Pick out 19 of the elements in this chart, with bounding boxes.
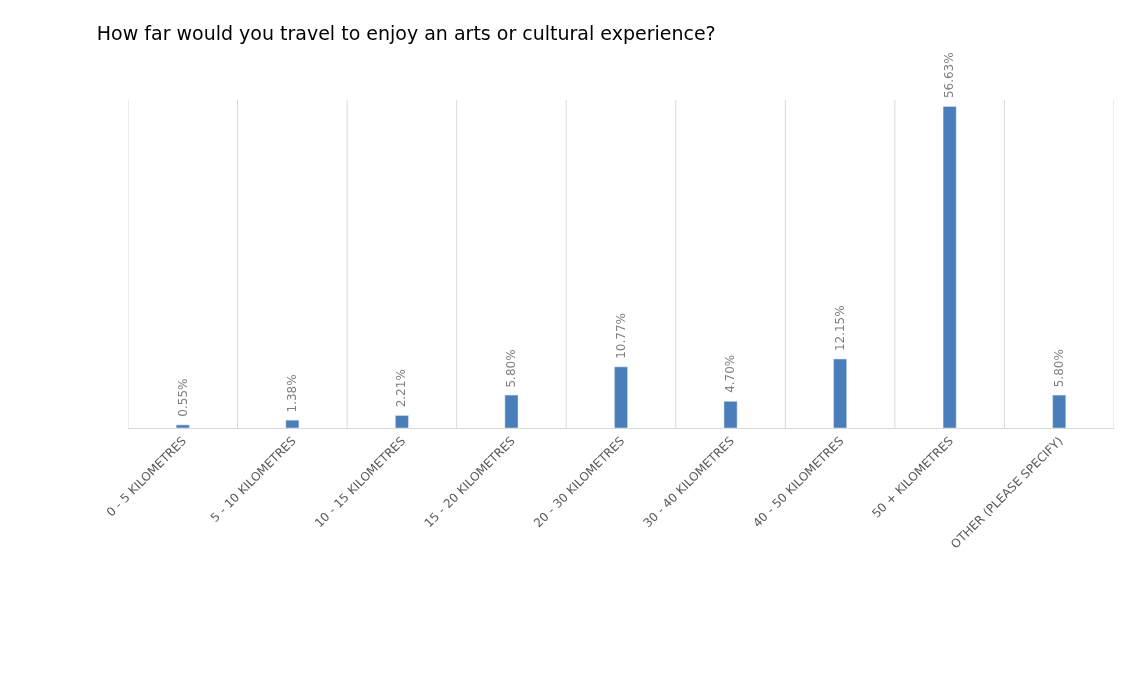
chart-title: How far would you travel to enjoy an arts or cultural experience?	[96, 22, 716, 45]
data-label: 12.15%	[833, 305, 848, 352]
data-label: 5.80%	[504, 349, 519, 388]
bar	[942, 106, 957, 428]
data-label: 1.38%	[285, 374, 300, 413]
data-label: 5.80%	[1052, 349, 1067, 388]
data-label: 0.55%	[175, 378, 190, 417]
data-label: 56.63%	[942, 52, 957, 99]
bar	[504, 394, 519, 428]
bar	[723, 401, 738, 428]
data-label: 10.77%	[614, 313, 629, 359]
bar	[1052, 394, 1067, 428]
bar	[395, 415, 409, 428]
bar	[285, 419, 300, 428]
bar	[175, 424, 190, 428]
bar	[614, 366, 628, 428]
data-label: 4.70%	[723, 354, 738, 393]
bar	[833, 358, 847, 428]
data-label: 2.21%	[394, 369, 409, 408]
